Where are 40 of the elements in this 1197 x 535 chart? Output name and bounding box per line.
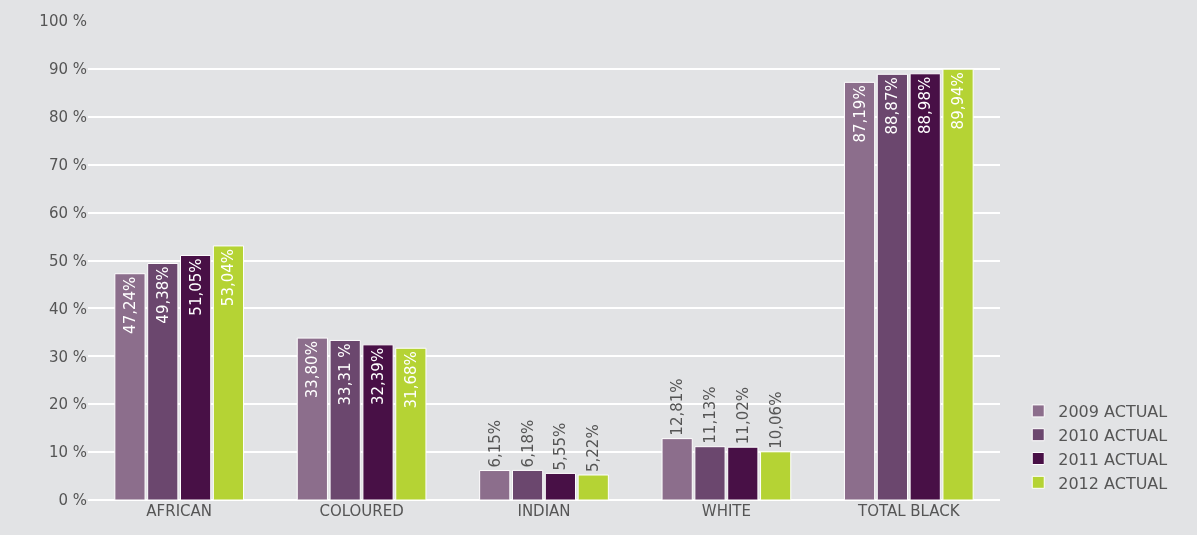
y-tick-label: 0 % (58, 491, 87, 510)
data-label: 5,55% (551, 422, 570, 471)
x-tick-label: COLOURED (319, 502, 404, 520)
y-tick-label: 20 % (48, 395, 87, 414)
y-tick-label: 10 % (48, 443, 87, 462)
y-tick-label: 30 % (48, 347, 87, 366)
data-label: 88,87% (883, 77, 902, 135)
data-label: 11,02% (733, 387, 752, 445)
data-label: 49,38% (153, 266, 172, 324)
x-tick-label: WHITE (701, 502, 751, 520)
data-label: 89,94% (949, 72, 968, 130)
data-label: 12,81% (668, 378, 687, 436)
data-label: 6,15% (485, 419, 504, 468)
data-label: 51,05% (186, 258, 205, 316)
legend-label: 2012 ACTUAL (1058, 473, 1168, 493)
data-label: 31,68% (401, 351, 420, 409)
legend-label: 2011 ACTUAL (1058, 449, 1168, 469)
data-label: 33,31 % (336, 343, 355, 406)
data-label: 33,80% (303, 341, 322, 399)
data-label: 10,06% (766, 391, 785, 449)
data-label: 32,39% (369, 347, 388, 406)
y-tick-label: 40 % (48, 299, 87, 318)
y-tick-label: 50 % (48, 251, 87, 270)
y-tick-label: 80 % (48, 108, 87, 127)
data-label: 47,24% (120, 276, 139, 334)
x-tick-label: TOTAL BLACK (856, 502, 961, 520)
y-tick-label: 100 % (39, 12, 87, 31)
legend-label: 2010 ACTUAL (1058, 425, 1168, 445)
data-label: 5,22% (584, 424, 603, 472)
y-tick-label: 90 % (48, 60, 87, 79)
data-label: 11,13% (700, 386, 719, 444)
data-label: 87,19% (850, 85, 869, 143)
x-tick-label: AFRICAN (146, 502, 213, 520)
data-label: 88,98% (916, 76, 935, 134)
y-tick-label: 60 % (48, 203, 87, 222)
data-label: 53,04% (219, 248, 238, 307)
data-label: 6,18% (518, 419, 537, 468)
legend-label: 2009 ACTUAL (1058, 402, 1168, 422)
y-tick-label: 70 % (48, 155, 87, 174)
x-tick-label: INDIAN (517, 502, 571, 520)
